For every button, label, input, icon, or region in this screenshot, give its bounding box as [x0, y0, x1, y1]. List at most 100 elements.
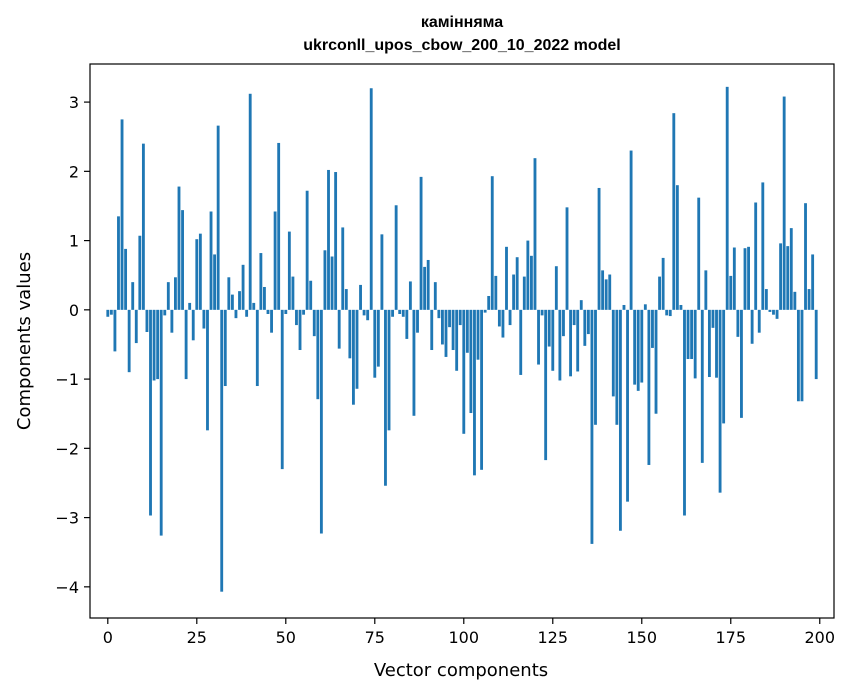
bar: [216, 125, 220, 310]
bar: [654, 309, 658, 414]
bar: [227, 277, 231, 310]
bar: [732, 247, 736, 310]
bar: [174, 277, 177, 310]
bar: [668, 309, 672, 317]
bar: [718, 309, 722, 493]
x-tick-label: 175: [715, 628, 746, 647]
bar: [177, 186, 181, 310]
bar: [458, 309, 462, 326]
bar: [394, 205, 398, 310]
bar: [522, 276, 526, 310]
bar: [782, 96, 786, 310]
bar: [750, 309, 754, 344]
bar: [156, 309, 160, 380]
bar: [711, 309, 715, 328]
bar: [391, 309, 395, 317]
bar: [141, 143, 145, 310]
bar: [109, 309, 113, 315]
bar: [298, 309, 302, 351]
bar: [501, 309, 505, 338]
bar: [405, 309, 409, 339]
bar: [433, 282, 437, 310]
bar: [149, 309, 152, 516]
bar: [117, 216, 120, 310]
bar: [352, 309, 355, 405]
bar: [437, 309, 441, 319]
bar: [683, 309, 686, 516]
bar: [572, 309, 576, 326]
bar: [220, 309, 224, 592]
bar: [675, 185, 679, 310]
bar: [586, 309, 590, 335]
bar: [316, 309, 320, 400]
bar: [266, 309, 270, 314]
bar: [643, 304, 647, 310]
bar: [715, 309, 718, 378]
bar: [529, 255, 533, 310]
bar: [462, 309, 466, 434]
bar: [651, 309, 654, 348]
x-axis-label: Vector components: [374, 660, 548, 681]
bar: [263, 286, 266, 310]
bar: [686, 309, 690, 360]
bar: [633, 309, 637, 385]
bar: [334, 172, 338, 310]
y-tick-label: 3: [69, 93, 79, 112]
bar: [362, 309, 366, 316]
bar: [131, 282, 135, 310]
bar: [618, 309, 622, 531]
y-tick-label: 1: [69, 232, 79, 251]
bar: [270, 309, 273, 333]
bar: [113, 309, 117, 352]
bar: [725, 86, 729, 310]
bar: [287, 231, 291, 310]
bar: [401, 309, 405, 317]
bar: [729, 275, 733, 310]
bar: [697, 197, 701, 310]
bar: [195, 239, 199, 310]
bar: [519, 309, 523, 375]
bar: [213, 254, 217, 310]
bar: [505, 246, 508, 310]
bar: [779, 243, 783, 310]
bar: [181, 210, 184, 310]
bar: [344, 289, 348, 310]
bar: [583, 309, 587, 346]
bar: [661, 257, 665, 310]
bar: [480, 309, 484, 470]
bar: [636, 309, 640, 391]
bar: [138, 235, 142, 310]
bar: [223, 309, 227, 387]
bar: [412, 309, 416, 416]
bar: [387, 309, 391, 431]
bar: [309, 280, 313, 310]
bar: [241, 264, 245, 310]
bar: [327, 169, 330, 310]
bar: [473, 309, 476, 476]
bar: [444, 309, 448, 357]
bar: [455, 309, 459, 371]
bar: [554, 266, 558, 310]
bar: [302, 309, 306, 315]
y-tick-label: 0: [69, 301, 79, 320]
bar: [526, 240, 530, 310]
bar: [515, 257, 519, 310]
bar: [291, 276, 295, 310]
bar: [707, 309, 711, 378]
bar: [252, 302, 256, 310]
bar: [658, 276, 661, 310]
bar: [483, 309, 487, 313]
bar: [295, 309, 298, 326]
bar: [166, 282, 170, 310]
y-tick-label: 2: [69, 162, 79, 181]
bar: [448, 309, 451, 328]
y-tick-label: −4: [55, 578, 79, 597]
bar: [469, 309, 473, 414]
bar: [319, 309, 323, 534]
bar: [248, 93, 252, 310]
bar: [604, 279, 608, 310]
bar: [369, 88, 373, 310]
bar: [152, 309, 156, 381]
bar: [384, 309, 387, 486]
